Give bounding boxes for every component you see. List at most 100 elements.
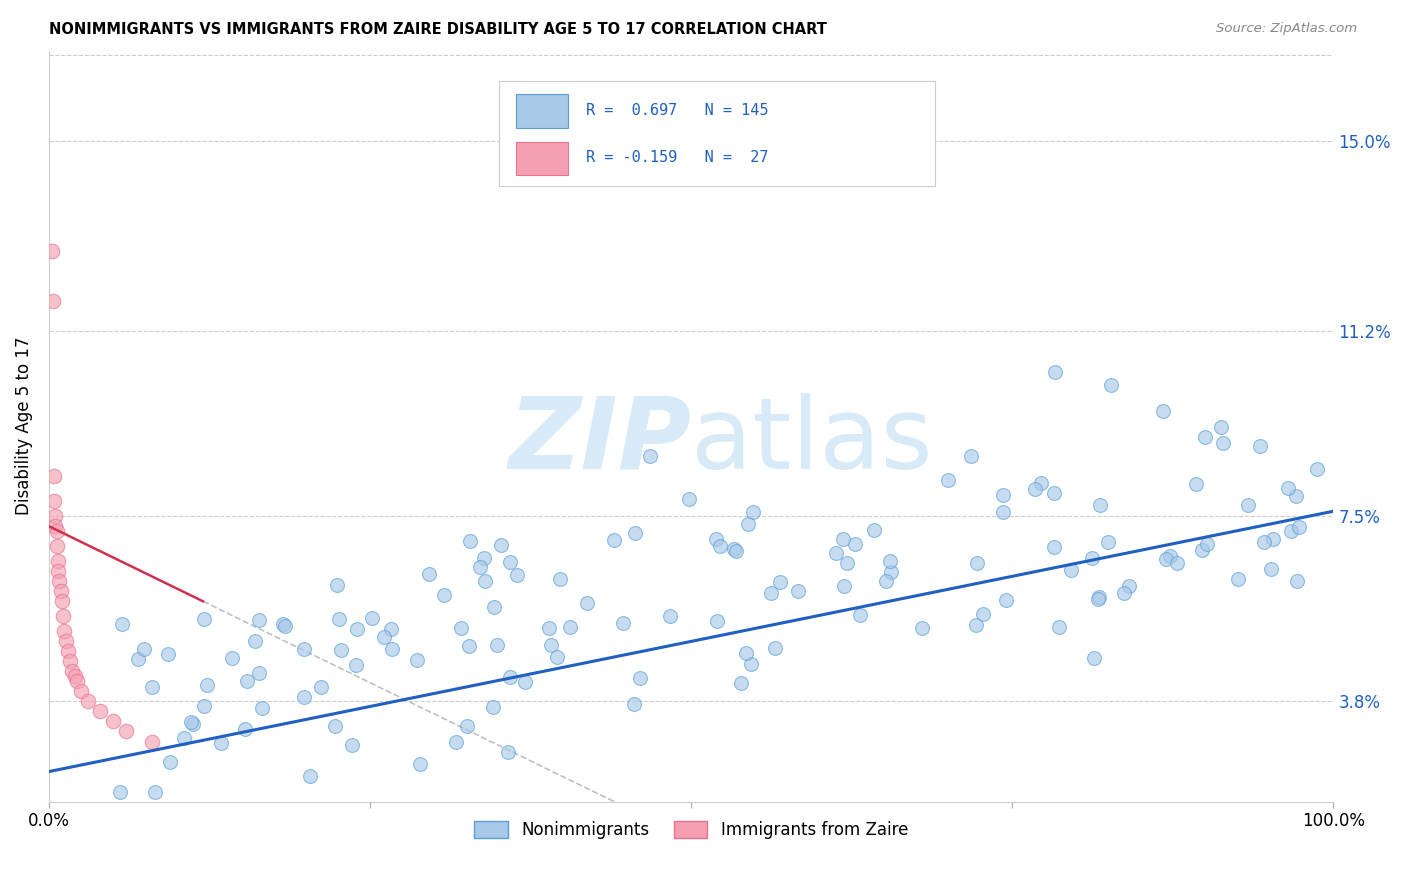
Point [1114, 586, 1136, 600]
Point [1288, 520, 1310, 534]
Point [42, 293, 65, 308]
Point [309, 680, 332, 694]
Point [108, 784, 131, 798]
Point [1281, 524, 1303, 538]
Text: ZIP: ZIP [508, 392, 692, 490]
Point [723, 541, 745, 556]
Point [910, 621, 932, 635]
Point [960, 450, 983, 464]
Point [115, 724, 138, 739]
Point [1166, 556, 1188, 570]
Point [209, 736, 232, 750]
Point [735, 646, 758, 660]
Point [725, 544, 748, 558]
Point [481, 699, 503, 714]
Point [474, 550, 496, 565]
Point [181, 717, 204, 731]
Point [709, 540, 731, 554]
Point [704, 533, 727, 547]
Point [1099, 378, 1122, 392]
Point [450, 621, 472, 635]
Point [995, 593, 1018, 607]
Point [678, 491, 700, 506]
Point [456, 719, 478, 733]
Point [89, 705, 111, 719]
Point [737, 516, 759, 531]
Point [1088, 499, 1111, 513]
Point [1194, 430, 1216, 444]
Point [991, 488, 1014, 502]
Point [1227, 572, 1250, 586]
Point [1263, 532, 1285, 546]
Point [53, 624, 76, 639]
Point [111, 616, 134, 631]
Point [51, 594, 73, 608]
Point [70, 684, 93, 698]
Point [44, 509, 66, 524]
Point [157, 647, 180, 661]
Point [1253, 534, 1275, 549]
Point [742, 505, 765, 519]
Point [233, 723, 256, 737]
Point [880, 565, 903, 579]
Point [1249, 439, 1271, 453]
Point [247, 665, 270, 680]
Point [433, 588, 456, 602]
Point [63, 669, 86, 683]
Point [48, 574, 70, 589]
Point [1236, 498, 1258, 512]
Point [499, 670, 522, 684]
Point [380, 622, 402, 636]
Point [1285, 489, 1308, 503]
Point [361, 611, 384, 625]
Point [862, 524, 884, 538]
Point [66, 674, 89, 689]
Point [612, 616, 634, 631]
Point [444, 735, 467, 749]
Point [1285, 574, 1308, 589]
Y-axis label: Disability Age 5 to 17: Disability Age 5 to 17 [15, 337, 32, 516]
Point [560, 620, 582, 634]
Point [1081, 551, 1104, 566]
Text: NONIMMIGRANTS VS IMMIGRANTS FROM ZAIRE DISABILITY AGE 5 TO 17 CORRELATION CHART: NONIMMIGRANTS VS IMMIGRANTS FROM ZAIRE D… [49, 22, 827, 37]
Point [576, 596, 599, 610]
Point [1260, 562, 1282, 576]
Point [1212, 436, 1234, 450]
Point [624, 526, 647, 541]
Point [193, 699, 215, 714]
Point [1306, 461, 1329, 475]
Point [844, 537, 866, 551]
Point [458, 533, 481, 548]
Text: atlas: atlas [692, 392, 932, 490]
Point [965, 618, 987, 632]
Point [243, 633, 266, 648]
Point [485, 638, 508, 652]
Point [1209, 420, 1232, 434]
Point [58, 654, 80, 668]
Point [474, 574, 496, 588]
Point [540, 638, 562, 652]
Point [1047, 620, 1070, 634]
Point [273, 616, 295, 631]
Legend: Nonimmigrants, Immigrants from Zaire: Nonimmigrants, Immigrants from Zaire [468, 814, 915, 846]
Point [1043, 486, 1066, 500]
Point [193, 612, 215, 626]
Point [993, 505, 1015, 519]
Point [346, 622, 368, 636]
Point [1024, 482, 1046, 496]
Point [55, 634, 77, 648]
Point [1152, 404, 1174, 418]
Point [1031, 476, 1053, 491]
Point [221, 651, 243, 665]
Point [42, 494, 65, 508]
Point [825, 546, 848, 560]
Point [249, 613, 271, 627]
Point [761, 586, 783, 600]
Point [406, 653, 429, 667]
Point [763, 640, 786, 655]
Point [195, 678, 218, 692]
Point [1118, 579, 1140, 593]
Point [1159, 549, 1181, 564]
Point [1277, 481, 1299, 495]
Point [323, 719, 346, 733]
